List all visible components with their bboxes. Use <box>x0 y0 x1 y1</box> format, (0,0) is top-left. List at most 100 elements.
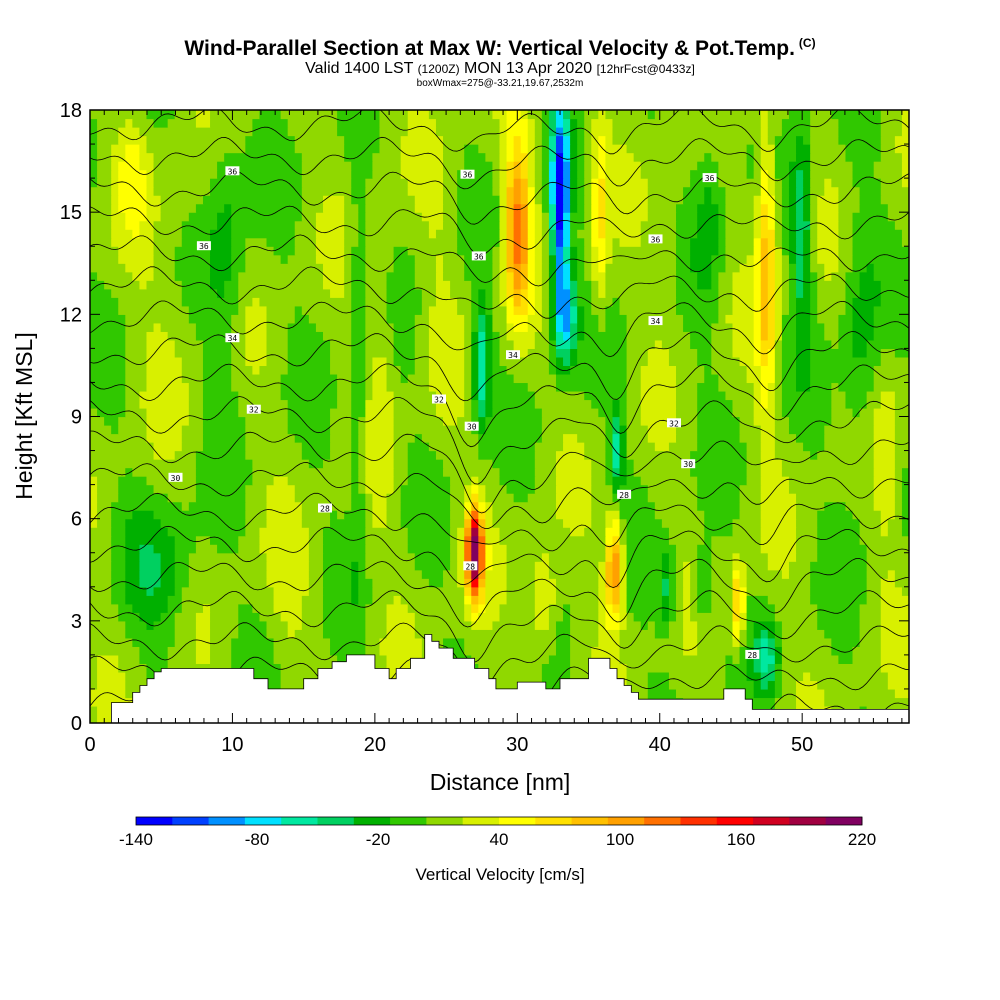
velocity-cell <box>351 569 359 579</box>
velocity-cell <box>668 629 684 639</box>
velocity-cell <box>457 561 465 571</box>
velocity-cell <box>414 356 430 367</box>
velocity-cell <box>520 110 529 120</box>
velocity-cell <box>330 433 352 443</box>
velocity-cell <box>555 263 564 273</box>
velocity-cell <box>760 110 769 120</box>
velocity-cell <box>626 527 670 537</box>
velocity-cell <box>97 407 126 418</box>
velocity-cell <box>626 467 635 477</box>
velocity-cell <box>428 578 444 588</box>
velocity-cell <box>683 314 719 324</box>
velocity-cell <box>534 339 550 349</box>
velocity-cell <box>153 229 183 239</box>
velocity-cell <box>478 297 486 307</box>
velocity-cell <box>478 501 486 511</box>
velocity-cell <box>238 271 324 281</box>
velocity-cell <box>753 680 762 690</box>
velocity-cell <box>548 314 557 324</box>
velocity-cell <box>739 646 748 656</box>
velocity-cell <box>478 535 486 545</box>
velocity-cell <box>167 118 197 128</box>
velocity-cell <box>217 212 232 222</box>
velocity-cell <box>654 629 670 639</box>
velocity-cell <box>711 552 734 562</box>
velocity-cell <box>880 510 896 520</box>
colorbar-swatch <box>462 817 500 825</box>
velocity-cell <box>838 229 854 239</box>
velocity-cell <box>880 280 909 290</box>
velocity-cell <box>647 433 677 443</box>
velocity-cell <box>845 390 868 401</box>
velocity-cell <box>810 382 832 392</box>
velocity-cell <box>584 144 592 154</box>
velocity-cell <box>555 288 571 298</box>
velocity-cell <box>471 586 479 596</box>
velocity-cell <box>400 373 409 384</box>
velocity-cell <box>563 118 571 128</box>
velocity-cell <box>365 425 395 435</box>
velocity-cell <box>817 212 839 222</box>
velocity-cell <box>188 569 268 579</box>
velocity-cell <box>428 322 465 332</box>
velocity-cell <box>443 467 501 477</box>
velocity-cell <box>894 425 909 435</box>
velocity-cell <box>668 671 727 682</box>
velocity-cell <box>308 561 324 571</box>
velocity-cell <box>612 450 621 460</box>
velocity-cell <box>746 637 755 647</box>
velocity-cell <box>767 271 776 281</box>
velocity-cell <box>697 220 719 230</box>
velocity-cell <box>365 246 395 256</box>
velocity-cell <box>421 569 444 579</box>
velocity-cell <box>570 297 578 307</box>
velocity-cell <box>506 322 515 332</box>
velocity-cell <box>619 569 628 579</box>
velocity-cell <box>760 305 769 315</box>
velocity-cell <box>584 186 592 196</box>
velocity-cell <box>210 271 232 281</box>
velocity-cell <box>188 501 246 511</box>
velocity-cell <box>732 586 741 596</box>
velocity-cell <box>217 161 303 171</box>
velocity-cell <box>668 603 677 613</box>
velocity-cell <box>725 680 755 690</box>
velocity-cell <box>90 467 126 477</box>
velocity-cell <box>443 459 494 469</box>
velocity-cell <box>351 433 359 443</box>
velocity-cell <box>619 459 628 469</box>
velocity-cell <box>555 127 564 137</box>
velocity-cell <box>612 586 621 596</box>
velocity-cell <box>760 356 769 367</box>
velocity-cell <box>753 144 762 154</box>
velocity-cell <box>767 646 776 656</box>
velocity-cell <box>393 254 416 264</box>
velocity-cell <box>421 433 479 443</box>
velocity-cell <box>683 322 712 332</box>
velocity-cell <box>859 612 882 622</box>
velocity-cell <box>146 425 183 435</box>
velocity-cell <box>555 195 564 205</box>
velocity-cell <box>810 127 839 137</box>
velocity-cell <box>245 510 268 520</box>
velocity-cell <box>287 322 317 332</box>
velocity-cell <box>443 637 465 647</box>
velocity-cell <box>873 271 909 281</box>
velocity-cell <box>125 220 141 230</box>
isoline-label: 28 <box>745 649 760 660</box>
velocity-cell <box>428 305 458 315</box>
velocity-cell <box>591 186 599 196</box>
velocity-cell <box>873 501 896 511</box>
velocity-cell <box>548 348 557 358</box>
velocity-cell <box>153 271 176 281</box>
chart-title: Wind-Parallel Section at Max W: Vertical… <box>0 36 1000 61</box>
velocity-cell <box>90 629 126 639</box>
velocity-cell <box>810 586 868 596</box>
velocity-cell <box>605 518 614 528</box>
velocity-cell <box>344 212 359 222</box>
velocity-cell <box>443 169 458 179</box>
velocity-cell <box>570 646 592 656</box>
velocity-cell <box>711 603 734 613</box>
velocity-cell <box>591 161 599 171</box>
velocity-cell <box>245 493 268 503</box>
